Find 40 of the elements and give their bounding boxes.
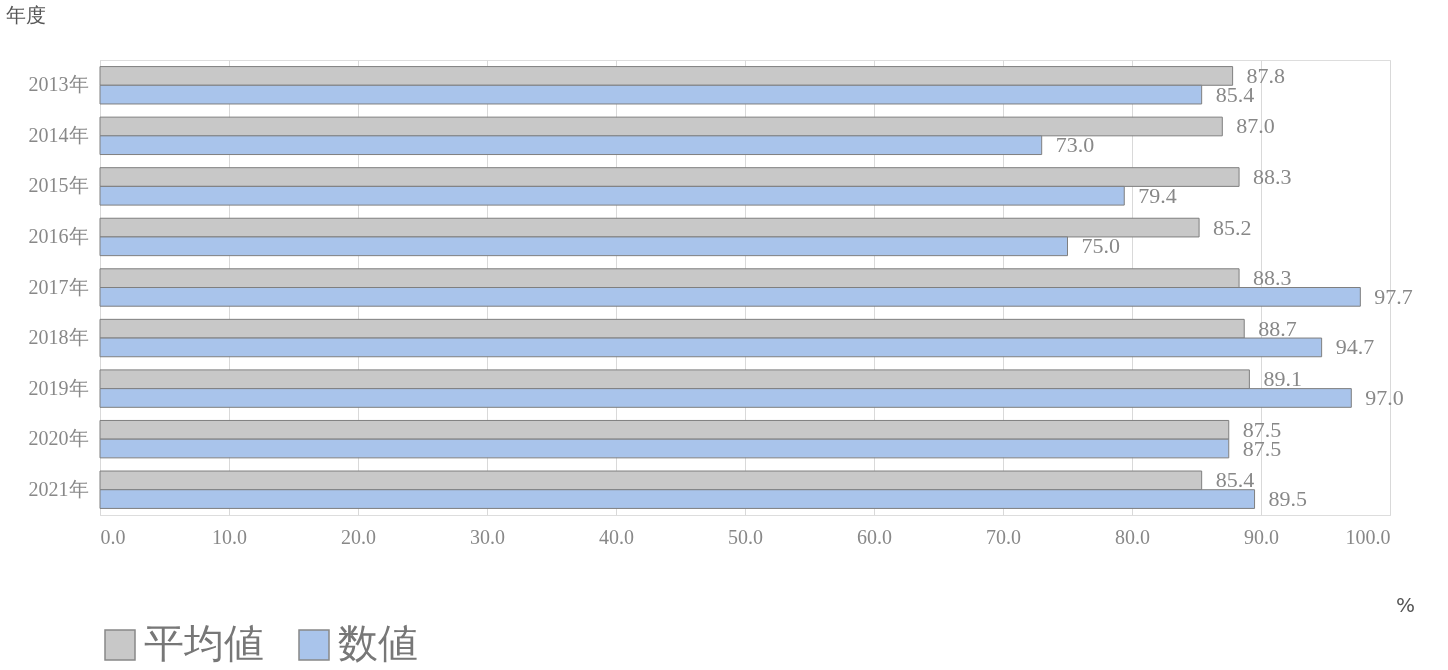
x-tick-label: 40.0 — [599, 525, 634, 548]
y-tick-label: 2019年 — [28, 376, 89, 399]
data-label: 97.0 — [1365, 384, 1404, 410]
data-label: 75.0 — [1081, 233, 1120, 259]
data-label: 87.5 — [1242, 416, 1282, 442]
legend-label: 数値 — [338, 620, 418, 666]
data-label: 85.4 — [1215, 467, 1255, 493]
y-tick-label: 2016年 — [28, 224, 89, 247]
x-tick-label: 90.0 — [1244, 525, 1279, 548]
data-label: 88.7 — [1258, 315, 1297, 341]
y-axis-title: 年度 — [5, 2, 46, 27]
data-label: 88.3 — [1253, 164, 1292, 190]
y-tick-label: 2020年 — [28, 427, 89, 450]
x-tick-label: 100.0 — [1345, 525, 1391, 548]
y-tick-label: 2018年 — [28, 326, 89, 349]
data-label: 73.0 — [1055, 132, 1095, 158]
x-tick-label: 0.0 — [100, 525, 126, 548]
data-label: 85.2 — [1213, 214, 1252, 240]
y-tick-label: 2013年 — [28, 73, 89, 96]
x-tick-label: 80.0 — [1115, 525, 1150, 548]
x-tick-label: 10.0 — [212, 525, 247, 548]
data-label: 89.1 — [1263, 366, 1302, 392]
y-tick-label: 2021年 — [28, 477, 89, 500]
x-tick-label: 60.0 — [857, 525, 892, 548]
y-tick-label: 2015年 — [28, 174, 89, 197]
x-axis-title: % — [1395, 592, 1416, 617]
data-label: 97.7 — [1374, 283, 1413, 309]
data-label: 87.8 — [1246, 62, 1286, 88]
legend-label: 平均値 — [144, 620, 264, 666]
x-tick-label: 30.0 — [470, 525, 505, 548]
data-label: 89.5 — [1268, 486, 1308, 512]
data-label: 88.3 — [1253, 265, 1292, 291]
x-tick-label: 50.0 — [728, 525, 763, 548]
y-tick-label: 2014年 — [28, 123, 89, 146]
x-tick-label: 70.0 — [986, 525, 1021, 548]
data-label: 94.7 — [1335, 334, 1375, 360]
data-label: 79.4 — [1138, 182, 1177, 208]
data-label: 87.0 — [1236, 113, 1275, 139]
x-tick-label: 20.0 — [341, 525, 376, 548]
y-tick-label: 2017年 — [28, 275, 89, 298]
